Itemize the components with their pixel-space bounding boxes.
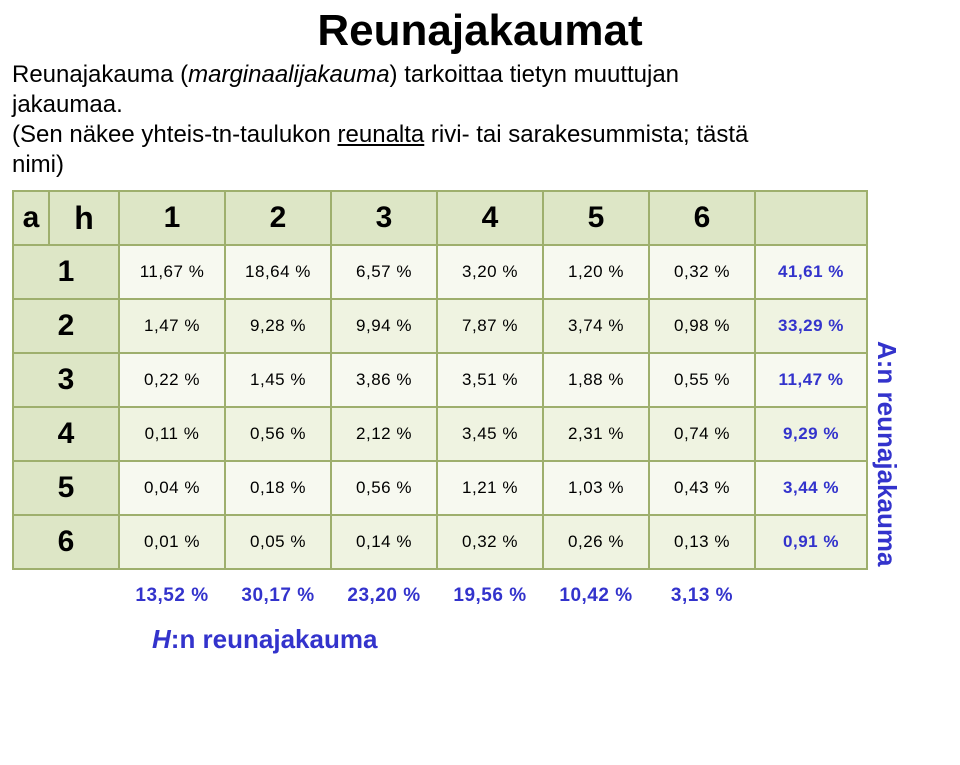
intro-part1: Reunajakauma ( bbox=[12, 61, 188, 88]
row-4: 4 bbox=[13, 407, 119, 461]
cell: 18,64 % bbox=[225, 245, 331, 299]
cell: 1,21 % bbox=[437, 461, 543, 515]
row-3: 3 bbox=[13, 353, 119, 407]
h-margin-label-first: H bbox=[152, 624, 171, 654]
col-3: 3 bbox=[331, 191, 437, 245]
row-6: 6 bbox=[13, 515, 119, 569]
intro-part3a: (Sen näkee yhteis-tn-taulukon bbox=[12, 121, 338, 148]
col-1: 1 bbox=[119, 191, 225, 245]
col-margin: 30,17 % bbox=[225, 569, 331, 622]
cell: 0,56 % bbox=[225, 407, 331, 461]
col-5: 5 bbox=[543, 191, 649, 245]
cell: 0,26 % bbox=[543, 515, 649, 569]
col-margin-row: 13,52 % 30,17 % 23,20 % 19,56 % 10,42 % … bbox=[13, 569, 867, 622]
vertical-label-container: A:n reunajakauma bbox=[868, 190, 900, 622]
table-row: 2 1,47 % 9,28 % 9,94 % 7,87 % 3,74 % 0,9… bbox=[13, 299, 867, 353]
cell: 0,13 % bbox=[649, 515, 755, 569]
row-margin: 11,47 % bbox=[755, 353, 867, 407]
table-row: 5 0,04 % 0,18 % 0,56 % 1,21 % 1,03 % 0,4… bbox=[13, 461, 867, 515]
row-margin: 41,61 % bbox=[755, 245, 867, 299]
a-margin-label: A:n reunajakauma bbox=[874, 245, 900, 566]
cell: 3,86 % bbox=[331, 353, 437, 407]
row-margin: 0,91 % bbox=[755, 515, 867, 569]
h-label: h bbox=[49, 191, 119, 245]
cell: 0,98 % bbox=[649, 299, 755, 353]
cell: 0,05 % bbox=[225, 515, 331, 569]
table-row: 6 0,01 % 0,05 % 0,14 % 0,32 % 0,26 % 0,1… bbox=[13, 515, 867, 569]
table-row: 3 0,22 % 1,45 % 3,86 % 3,51 % 1,88 % 0,5… bbox=[13, 353, 867, 407]
cell: 3,45 % bbox=[437, 407, 543, 461]
cell: 3,74 % bbox=[543, 299, 649, 353]
cell: 0,04 % bbox=[119, 461, 225, 515]
cell: 2,31 % bbox=[543, 407, 649, 461]
cell: 0,32 % bbox=[649, 245, 755, 299]
cell: 0,74 % bbox=[649, 407, 755, 461]
row-margin: 33,29 % bbox=[755, 299, 867, 353]
cell: 0,43 % bbox=[649, 461, 755, 515]
row-1: 1 bbox=[13, 245, 119, 299]
col-margin: 23,20 % bbox=[331, 569, 437, 622]
table-row: 1 11,67 % 18,64 % 6,57 % 3,20 % 1,20 % 0… bbox=[13, 245, 867, 299]
cell: 0,14 % bbox=[331, 515, 437, 569]
cell: 0,32 % bbox=[437, 515, 543, 569]
cell: 0,22 % bbox=[119, 353, 225, 407]
row-2: 2 bbox=[13, 299, 119, 353]
col-4: 4 bbox=[437, 191, 543, 245]
col-margin: 13,52 % bbox=[119, 569, 225, 622]
col-margin-blank bbox=[755, 191, 867, 245]
col-6: 6 bbox=[649, 191, 755, 245]
cell: 9,94 % bbox=[331, 299, 437, 353]
col-margin: 3,13 % bbox=[649, 569, 755, 622]
page: Reunajakaumat Reunajakauma (marginaalija… bbox=[0, 0, 960, 671]
cell: 0,11 % bbox=[119, 407, 225, 461]
cell: 0,01 % bbox=[119, 515, 225, 569]
cell: 1,45 % bbox=[225, 353, 331, 407]
cell: 1,03 % bbox=[543, 461, 649, 515]
distribution-table: a h 1 2 3 4 5 6 1 11,67 % 18,64 % 6,57 %… bbox=[12, 190, 868, 622]
col-margin: 19,56 % bbox=[437, 569, 543, 622]
cell: 0,55 % bbox=[649, 353, 755, 407]
cell: 1,88 % bbox=[543, 353, 649, 407]
cell: 2,12 % bbox=[331, 407, 437, 461]
cell: 0,18 % bbox=[225, 461, 331, 515]
a-label: a bbox=[13, 191, 49, 245]
col-margin-blank-left bbox=[13, 569, 119, 622]
cell: 1,47 % bbox=[119, 299, 225, 353]
h-margin-label-rest: :n reunajakauma bbox=[171, 624, 378, 654]
intro-underline: reunalta bbox=[338, 121, 425, 148]
col-2: 2 bbox=[225, 191, 331, 245]
intro-text: Reunajakauma (marginaalijakauma) tarkoit… bbox=[12, 60, 752, 180]
page-title: Reunajakaumat bbox=[12, 6, 948, 56]
header-row-1: a h 1 2 3 4 5 6 bbox=[13, 191, 867, 245]
cell: 3,20 % bbox=[437, 245, 543, 299]
intro-italic: marginaalijakauma bbox=[188, 61, 389, 88]
table-container: a h 1 2 3 4 5 6 1 11,67 % 18,64 % 6,57 %… bbox=[12, 190, 948, 622]
cell: 7,87 % bbox=[437, 299, 543, 353]
cell: 9,28 % bbox=[225, 299, 331, 353]
cell: 1,20 % bbox=[543, 245, 649, 299]
cell: 11,67 % bbox=[119, 245, 225, 299]
col-margin: 10,42 % bbox=[543, 569, 649, 622]
row-5: 5 bbox=[13, 461, 119, 515]
cell: 3,51 % bbox=[437, 353, 543, 407]
cell: 6,57 % bbox=[331, 245, 437, 299]
col-margin-blank-right bbox=[755, 569, 867, 622]
table-row: 4 0,11 % 0,56 % 2,12 % 3,45 % 2,31 % 0,7… bbox=[13, 407, 867, 461]
cell: 0,56 % bbox=[331, 461, 437, 515]
row-margin: 3,44 % bbox=[755, 461, 867, 515]
h-margin-label: H:n reunajakauma bbox=[152, 624, 948, 655]
row-margin: 9,29 % bbox=[755, 407, 867, 461]
